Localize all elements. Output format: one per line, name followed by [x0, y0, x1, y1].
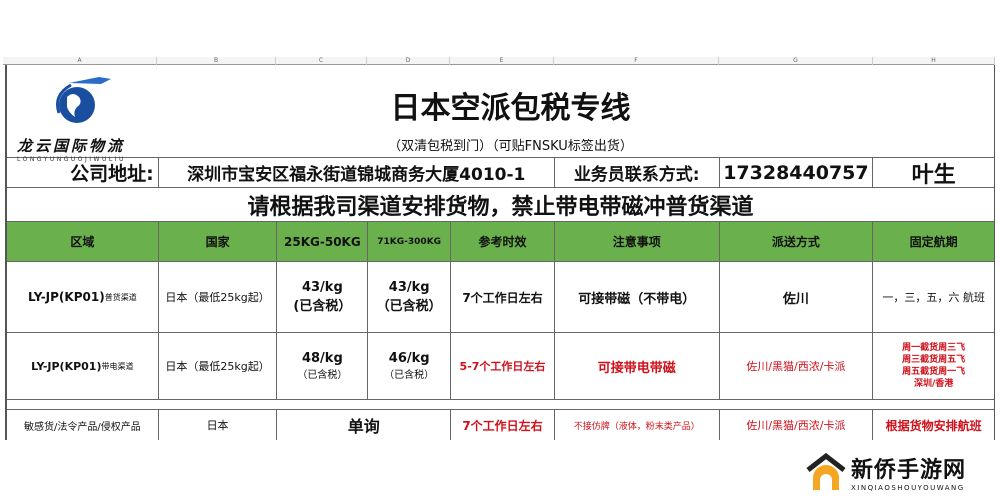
price-71-300-cell: 43/kg （已含税）	[368, 262, 452, 332]
country-cell: 日本	[159, 410, 278, 440]
price-25-50-cell: 48/kg （已含税）	[277, 333, 369, 399]
schedule-cell: 一，三，五，六 航班	[882, 291, 985, 304]
house-logo-icon	[806, 452, 846, 490]
time-cell: 7个工作日左右	[451, 262, 555, 332]
watermark: 新侨手游网 XINQIAOSHOUYOUWANG	[805, 452, 966, 492]
header-time: 参考时效	[451, 222, 555, 261]
globe-plane-icon	[56, 77, 111, 123]
region-code: LY-JP(KP01)	[27, 290, 105, 304]
schedule-cell: 周一截货周三飞 周三截货周五飞 周五截货周一飞 深圳/香港	[873, 333, 994, 399]
logo-pinyin: LONGYUNGUOJIWULIU	[17, 156, 126, 163]
row-gap	[7, 400, 994, 410]
notes-cell: 不接仿牌（液体，粉末类产品）	[555, 410, 720, 440]
schedule-line: 周五截货周一飞	[902, 367, 966, 377]
time-cell: 5-7个工作日左右	[451, 333, 555, 399]
price-note: （已含税）	[384, 370, 435, 381]
schedule-cell: 根据货物安排航班	[885, 418, 982, 433]
region-cell: 敏感货/法令产品/侵权产品	[7, 410, 159, 440]
watermark-pinyin: XINQIAOSHOUYOUWANG	[851, 484, 965, 492]
price: 43/kg	[301, 280, 343, 295]
watermark-text: 新侨手游网	[851, 457, 967, 483]
logo-text: 龙云国际物流	[17, 137, 126, 155]
subtitle: （双清包税到门）（可贴FNSKU标签出货）	[388, 139, 633, 154]
contact-name: 叶生	[911, 162, 956, 188]
region-cell: LY-JP(KP01) 普货渠道	[7, 262, 159, 332]
country-cell: 日本（最低25kg起）	[159, 262, 278, 332]
col-c[interactable]: C	[276, 57, 367, 65]
address-label: 公司地址:	[7, 158, 159, 187]
phone-number: 17328440757	[720, 158, 874, 187]
table-row: LY-JP(KP01) 普货渠道 日本（最低25kg起） 43/kg (已含税） 4…	[7, 262, 994, 333]
header-schedule: 固定航期	[909, 235, 958, 249]
header-71-300kg: 71KG-300KG	[368, 222, 452, 261]
address-value: 深圳市宝安区福永街道锦城商务大厦4010-1	[159, 158, 555, 187]
price-71-300-cell: 46/kg （已含税）	[368, 333, 452, 399]
schedule-line: 周一截货周三飞	[902, 343, 966, 353]
page-title: 日本空派包税专线	[390, 91, 631, 126]
header-notes: 注意事项	[555, 222, 720, 261]
header-delivery: 派送方式	[720, 222, 874, 261]
time-cell: 7个工作日左右	[451, 410, 555, 440]
price-note: （已含税）	[297, 370, 348, 381]
table-row: 敏感货/法令产品/侵权产品 日本 单询 7个工作日左右 不接仿牌（液体，粉末类产…	[7, 410, 994, 440]
column-letter-header: A B C D E F G H	[3, 57, 995, 65]
title-row: 龙云国际物流 LONGYUNGUOJIWULIU 日本空派包税专线 （双清包税到…	[7, 65, 994, 163]
schedule-line: 周三截货周五飞	[902, 355, 966, 365]
contact-label: 业务员联系方式:	[555, 158, 720, 187]
price: 48/kg	[301, 351, 343, 366]
region-sub: 带电渠道	[101, 361, 134, 371]
notes-cell: 可接带磁（不带电）	[555, 262, 720, 332]
spreadsheet: 龙云国际物流 LONGYUNGUOJIWULIU 日本空派包税专线 （双清包税到…	[5, 65, 995, 440]
company-logo: 龙云国际物流 LONGYUNGUOJIWULIU	[17, 73, 142, 163]
header-region: 区域	[7, 222, 159, 261]
address-row: 公司地址: 深圳市宝安区福永街道锦城商务大厦4010-1 业务员联系方式: 17…	[7, 158, 994, 188]
price-cell: 单询	[277, 410, 452, 440]
notice-banner: 请根据我司渠道安排货物，禁止带电带磁冲普货渠道	[7, 188, 994, 222]
col-a[interactable]: A	[3, 57, 157, 65]
col-b[interactable]: B	[157, 57, 276, 65]
delivery-cell: 佐川/黑猫/西浓/卡派	[720, 410, 874, 440]
price-25-50-cell: 43/kg (已含税）	[277, 262, 369, 332]
col-f[interactable]: F	[554, 57, 719, 65]
header-country: 国家	[159, 222, 278, 261]
delivery-cell: 佐川	[720, 262, 874, 332]
region-cell: LY-JP(KP01) 带电渠道	[7, 333, 159, 399]
col-d[interactable]: D	[367, 57, 450, 65]
table-header: 区域 国家 25KG-50KG 71KG-300KG 参考时效 注意事项 派送方…	[7, 222, 994, 262]
table-row: LY-JP(KP01) 带电渠道 日本（最低25kg起） 48/kg （已含税） 4…	[7, 333, 994, 400]
notes-cell: 可接带电带磁	[555, 333, 720, 399]
price-note: （已含税）	[376, 299, 442, 314]
header-25-50kg: 25KG-50KG	[277, 222, 369, 261]
price-note: (已含税）	[293, 299, 352, 314]
country-cell: 日本（最低25kg起）	[159, 333, 278, 399]
region-code: LY-JP(KP01)	[31, 359, 102, 373]
col-e[interactable]: E	[450, 57, 554, 65]
delivery-cell: 佐川/黑猫/西浓/卡派	[720, 333, 874, 399]
schedule-line: 深圳/香港	[913, 379, 954, 389]
price: 43/kg	[388, 280, 430, 295]
price: 46/kg	[388, 351, 430, 366]
col-h[interactable]: H	[873, 57, 995, 65]
region-sub: 普货渠道	[104, 292, 137, 302]
col-g[interactable]: G	[719, 57, 873, 65]
